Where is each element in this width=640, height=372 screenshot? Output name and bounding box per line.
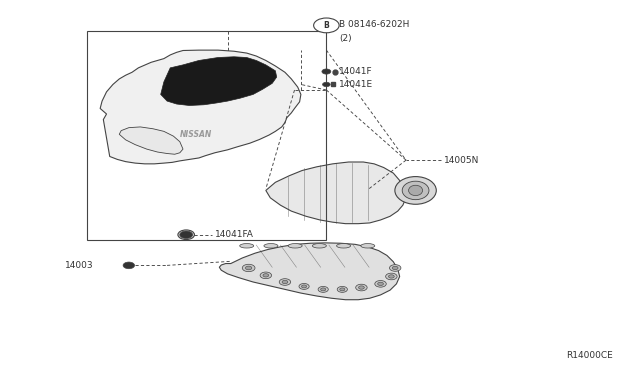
Ellipse shape	[337, 244, 351, 248]
Ellipse shape	[402, 181, 429, 200]
Circle shape	[279, 279, 291, 285]
Bar	[88, 31, 326, 240]
Circle shape	[123, 262, 134, 269]
Circle shape	[246, 266, 252, 270]
Text: B: B	[323, 21, 329, 30]
Circle shape	[358, 286, 364, 289]
Text: 14003: 14003	[65, 261, 93, 270]
Polygon shape	[220, 243, 399, 300]
Circle shape	[178, 230, 195, 240]
Ellipse shape	[288, 244, 302, 248]
Circle shape	[390, 264, 401, 271]
Polygon shape	[161, 57, 276, 106]
Text: R14000CE: R14000CE	[566, 351, 613, 360]
Ellipse shape	[395, 177, 436, 204]
Ellipse shape	[264, 244, 278, 248]
Circle shape	[378, 282, 383, 285]
Polygon shape	[119, 127, 183, 154]
Circle shape	[321, 288, 326, 291]
Circle shape	[392, 266, 398, 270]
Circle shape	[388, 275, 394, 278]
Text: 14041FA: 14041FA	[215, 230, 253, 239]
Circle shape	[323, 82, 330, 87]
Circle shape	[243, 264, 255, 272]
Text: 14041E: 14041E	[339, 80, 373, 89]
Polygon shape	[100, 50, 301, 164]
Circle shape	[386, 273, 397, 280]
Polygon shape	[266, 162, 406, 224]
Circle shape	[260, 272, 271, 279]
Text: 14041F: 14041F	[339, 67, 372, 76]
Circle shape	[282, 280, 288, 284]
Ellipse shape	[361, 244, 375, 248]
Circle shape	[356, 284, 367, 291]
Ellipse shape	[408, 185, 422, 196]
Circle shape	[299, 283, 309, 289]
Circle shape	[375, 280, 387, 287]
Ellipse shape	[312, 244, 326, 248]
Text: 14005N: 14005N	[444, 155, 479, 165]
Ellipse shape	[240, 244, 253, 248]
Circle shape	[322, 69, 331, 74]
Text: (2): (2)	[339, 34, 352, 43]
Circle shape	[314, 18, 339, 33]
Text: NISSAN: NISSAN	[180, 130, 212, 139]
Circle shape	[340, 288, 345, 291]
Circle shape	[180, 231, 193, 238]
Circle shape	[301, 285, 307, 288]
Circle shape	[318, 286, 328, 292]
Text: B 08146-6202H: B 08146-6202H	[339, 20, 410, 29]
Circle shape	[182, 232, 190, 237]
Circle shape	[337, 286, 348, 292]
Circle shape	[263, 274, 269, 277]
